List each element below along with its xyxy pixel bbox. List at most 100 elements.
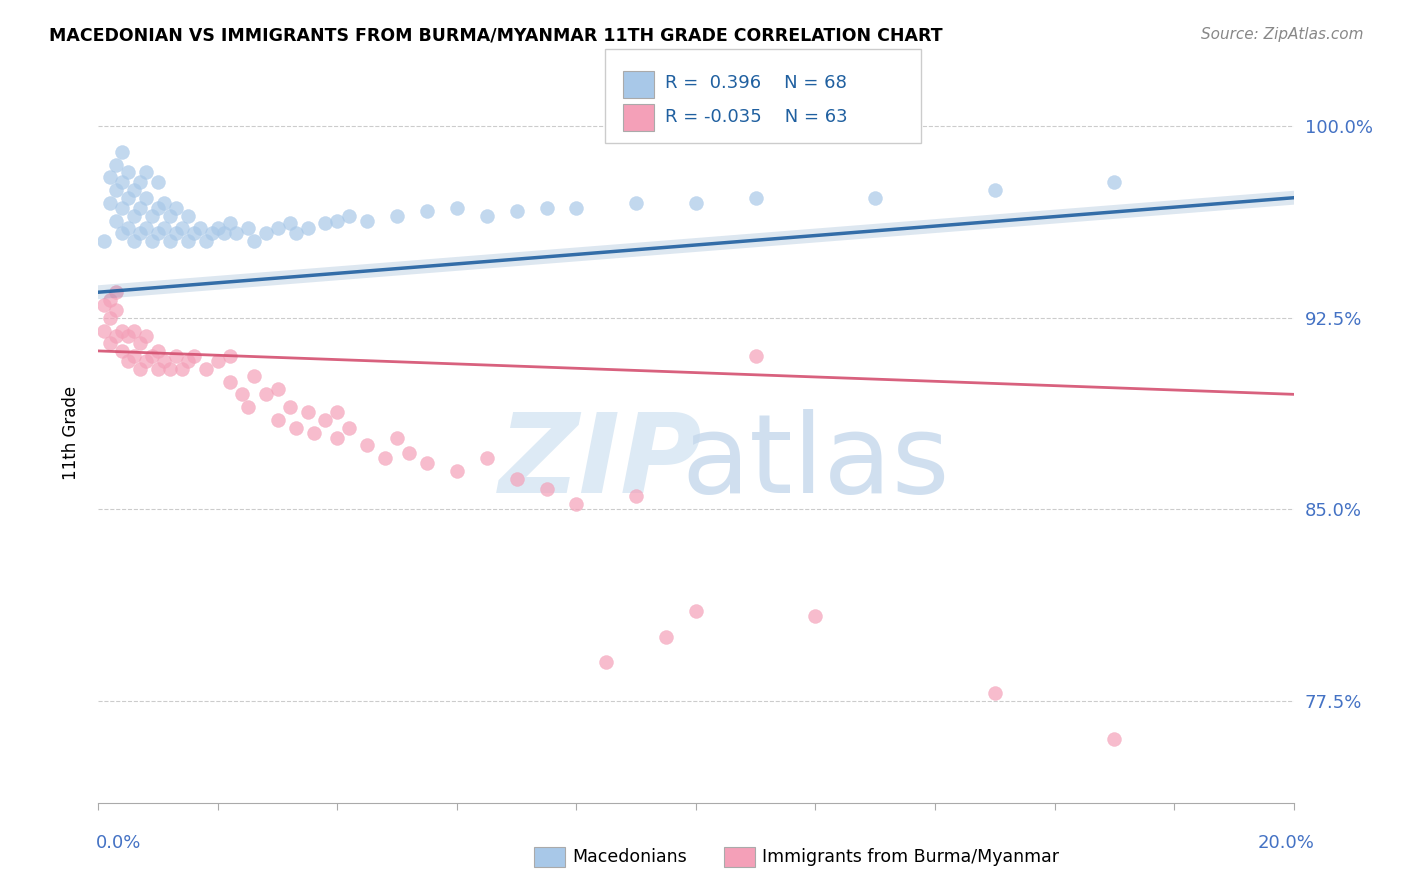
- Point: [236, 400, 259, 414]
- Point: [141, 234, 163, 248]
- Point: [141, 209, 163, 223]
- Point: [105, 328, 128, 343]
- Point: [111, 227, 134, 241]
- Point: [297, 221, 319, 235]
- Point: [124, 183, 146, 197]
- Point: [212, 227, 235, 241]
- Point: [105, 157, 128, 171]
- Point: [172, 361, 194, 376]
- Point: [183, 349, 205, 363]
- Point: [595, 656, 617, 670]
- Point: [326, 405, 349, 419]
- Point: [385, 431, 409, 445]
- Point: [93, 234, 115, 248]
- Text: atlas: atlas: [682, 409, 949, 516]
- Point: [278, 400, 301, 414]
- Point: [416, 456, 439, 470]
- Point: [506, 472, 529, 486]
- Point: [745, 349, 768, 363]
- Point: [129, 336, 152, 351]
- Point: [124, 324, 146, 338]
- Point: [159, 234, 181, 248]
- Point: [626, 490, 648, 504]
- Point: [201, 227, 224, 241]
- Point: [98, 336, 122, 351]
- Point: [141, 349, 163, 363]
- Text: ZIP: ZIP: [499, 409, 702, 516]
- Point: [135, 354, 157, 368]
- Point: [124, 209, 146, 223]
- Point: [111, 324, 134, 338]
- Point: [225, 227, 247, 241]
- Point: [865, 191, 887, 205]
- Point: [124, 349, 146, 363]
- Text: MACEDONIAN VS IMMIGRANTS FROM BURMA/MYANMAR 11TH GRADE CORRELATION CHART: MACEDONIAN VS IMMIGRANTS FROM BURMA/MYAN…: [49, 27, 943, 45]
- Point: [243, 234, 266, 248]
- Point: [129, 361, 152, 376]
- Point: [117, 328, 139, 343]
- Point: [446, 464, 468, 478]
- Point: [105, 213, 128, 227]
- Point: [183, 227, 205, 241]
- Point: [385, 209, 409, 223]
- Point: [475, 451, 498, 466]
- Point: [254, 227, 277, 241]
- Point: [984, 183, 1007, 197]
- Point: [398, 446, 420, 460]
- Point: [105, 303, 128, 318]
- Point: [188, 221, 211, 235]
- Point: [135, 165, 157, 179]
- Point: [148, 343, 170, 358]
- Point: [98, 310, 122, 325]
- Point: [117, 221, 139, 235]
- Point: [326, 213, 349, 227]
- Point: [165, 201, 187, 215]
- Point: [111, 145, 134, 159]
- Point: [177, 234, 200, 248]
- Point: [153, 354, 176, 368]
- Point: [219, 375, 242, 389]
- Point: [685, 604, 707, 618]
- Point: [124, 234, 146, 248]
- Point: [231, 387, 253, 401]
- Point: [804, 609, 827, 624]
- Point: [111, 201, 134, 215]
- Point: [284, 227, 307, 241]
- Point: [93, 324, 115, 338]
- Point: [105, 183, 128, 197]
- Point: [165, 349, 187, 363]
- Point: [148, 361, 170, 376]
- Point: [339, 209, 361, 223]
- Point: [207, 354, 229, 368]
- Point: [105, 285, 128, 300]
- Point: [129, 201, 152, 215]
- Point: [172, 221, 194, 235]
- Point: [243, 369, 266, 384]
- Point: [254, 387, 277, 401]
- Point: [111, 343, 134, 358]
- Point: [536, 482, 558, 496]
- Point: [111, 176, 134, 190]
- Point: [117, 354, 139, 368]
- Point: [446, 201, 468, 215]
- Point: [207, 221, 229, 235]
- Point: [984, 686, 1007, 700]
- Point: [297, 405, 319, 419]
- Point: [565, 497, 588, 511]
- Point: [339, 420, 361, 434]
- Point: [326, 431, 349, 445]
- Point: [117, 191, 139, 205]
- Point: [219, 216, 242, 230]
- Text: Immigrants from Burma/Myanmar: Immigrants from Burma/Myanmar: [762, 848, 1059, 866]
- Text: R =  0.396    N = 68: R = 0.396 N = 68: [665, 74, 846, 92]
- Point: [278, 216, 301, 230]
- Point: [98, 293, 122, 307]
- Text: R = -0.035    N = 63: R = -0.035 N = 63: [665, 108, 848, 126]
- Point: [148, 201, 170, 215]
- Point: [302, 425, 325, 440]
- Point: [129, 227, 152, 241]
- Point: [655, 630, 678, 644]
- Point: [159, 361, 181, 376]
- Point: [98, 170, 122, 185]
- Point: [159, 209, 181, 223]
